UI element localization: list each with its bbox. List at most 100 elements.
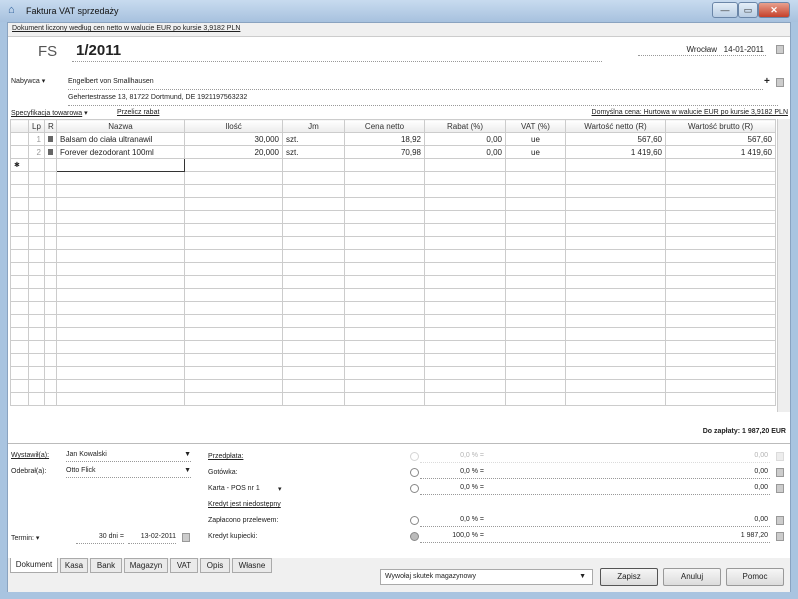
due-date-field[interactable]: 13-02-2011	[128, 533, 176, 544]
cell[interactable]	[424, 223, 506, 237]
cell[interactable]	[282, 223, 345, 237]
cell[interactable]	[44, 379, 57, 393]
cell[interactable]	[344, 171, 425, 185]
tab-magazyn[interactable]: Magazyn	[124, 558, 168, 573]
cell[interactable]	[344, 236, 425, 250]
cell[interactable]	[424, 288, 506, 302]
cell[interactable]	[44, 132, 57, 146]
cell[interactable]	[282, 301, 345, 315]
column-header[interactable]: Rabat (%)	[424, 119, 506, 133]
cell[interactable]	[344, 158, 425, 172]
cell[interactable]	[28, 210, 45, 224]
term-dropdown[interactable]: Termin: ▾	[11, 535, 40, 542]
cell[interactable]	[282, 340, 345, 354]
cell[interactable]	[565, 379, 666, 393]
payment-radio[interactable]	[410, 468, 419, 477]
cell[interactable]	[28, 197, 45, 211]
cell[interactable]	[344, 314, 425, 328]
cell[interactable]	[565, 262, 666, 276]
cell[interactable]	[10, 197, 29, 211]
cell[interactable]	[665, 184, 776, 198]
cell[interactable]	[565, 210, 666, 224]
minimize-button[interactable]: —	[712, 2, 738, 18]
cell[interactable]	[10, 327, 29, 341]
cell[interactable]	[184, 392, 283, 406]
card-dropdown-icon[interactable]: ▾	[278, 486, 282, 493]
grid-scrollbar[interactable]	[777, 119, 790, 412]
cell[interactable]	[28, 223, 45, 237]
cell[interactable]	[282, 197, 345, 211]
cell[interactable]	[28, 301, 45, 315]
table-row[interactable]: 1 Balsam do ciała ultranawil 30,000 szt. 18,…	[10, 132, 776, 146]
cell[interactable]	[44, 236, 57, 250]
cell[interactable]	[56, 288, 185, 302]
cell[interactable]	[424, 158, 506, 172]
cell[interactable]	[424, 392, 506, 406]
column-header[interactable]: Jm	[282, 119, 345, 133]
help-button[interactable]: Pomoc	[726, 568, 784, 586]
cell[interactable]: 0,00	[424, 145, 506, 159]
cell[interactable]	[56, 223, 185, 237]
payment-radio[interactable]	[410, 516, 419, 525]
cell[interactable]	[424, 171, 506, 185]
cell[interactable]	[56, 184, 185, 198]
items-grid[interactable]: Lp R Nazwa Ilość Jm Cena netto Rabat (%) VAT (%…	[10, 119, 790, 412]
cell[interactable]	[344, 249, 425, 263]
cell[interactable]	[424, 353, 506, 367]
cell[interactable]	[56, 236, 185, 250]
cell[interactable]	[344, 392, 425, 406]
cell[interactable]	[344, 288, 425, 302]
empty-row[interactable]	[10, 314, 776, 328]
cell[interactable]	[665, 249, 776, 263]
cancel-button[interactable]: Anuluj	[663, 568, 721, 586]
cell[interactable]	[28, 249, 45, 263]
cell[interactable]	[56, 327, 185, 341]
empty-row[interactable]	[10, 249, 776, 263]
cell[interactable]	[344, 353, 425, 367]
cell[interactable]: 70,98	[344, 145, 425, 159]
cell[interactable]: ue	[505, 132, 566, 146]
empty-row[interactable]	[10, 184, 776, 198]
column-header[interactable]: Cena netto	[344, 119, 425, 133]
cell[interactable]	[344, 275, 425, 289]
cell[interactable]	[56, 314, 185, 328]
cell[interactable]	[184, 158, 283, 172]
cell[interactable]	[505, 379, 566, 393]
cell[interactable]	[565, 340, 666, 354]
cell[interactable]	[665, 314, 776, 328]
cell[interactable]	[10, 184, 29, 198]
cell[interactable]	[565, 236, 666, 250]
cell[interactable]	[665, 171, 776, 185]
cell[interactable]	[505, 327, 566, 341]
cell[interactable]	[565, 327, 666, 341]
cell[interactable]	[184, 288, 283, 302]
recalc-discount-link[interactable]: Przelicz rabat	[117, 109, 160, 116]
currency-info-link[interactable]: Dokument liczony według cen netto w walu…	[12, 25, 241, 32]
cell[interactable]	[56, 366, 185, 380]
cell[interactable]	[28, 288, 45, 302]
cell[interactable]	[184, 353, 283, 367]
received-by-select[interactable]: Otto Flick ▼	[66, 467, 191, 478]
cell[interactable]	[44, 171, 57, 185]
cell[interactable]	[282, 327, 345, 341]
cell[interactable]	[505, 197, 566, 211]
cell[interactable]: 1	[28, 132, 45, 146]
cell[interactable]	[56, 197, 185, 211]
cell[interactable]	[28, 171, 45, 185]
cell[interactable]	[56, 353, 185, 367]
cell[interactable]	[10, 275, 29, 289]
payment-label[interactable]: Kredyt jest niedostępny	[208, 501, 281, 508]
cell[interactable]	[665, 353, 776, 367]
cell[interactable]: 20,000	[184, 145, 283, 159]
cell[interactable]	[424, 249, 506, 263]
cell[interactable]	[505, 249, 566, 263]
cell[interactable]: 0,00	[424, 132, 506, 146]
payment-amount-field[interactable]: 0,0 % = 0,00	[420, 516, 770, 527]
payment-label[interactable]: Przedpłata:	[208, 453, 244, 460]
cell[interactable]	[184, 275, 283, 289]
column-header[interactable]: R	[44, 119, 57, 133]
empty-row[interactable]	[10, 392, 776, 406]
empty-row[interactable]	[10, 301, 776, 315]
cell[interactable]: szt.	[282, 145, 345, 159]
cell[interactable]	[282, 314, 345, 328]
